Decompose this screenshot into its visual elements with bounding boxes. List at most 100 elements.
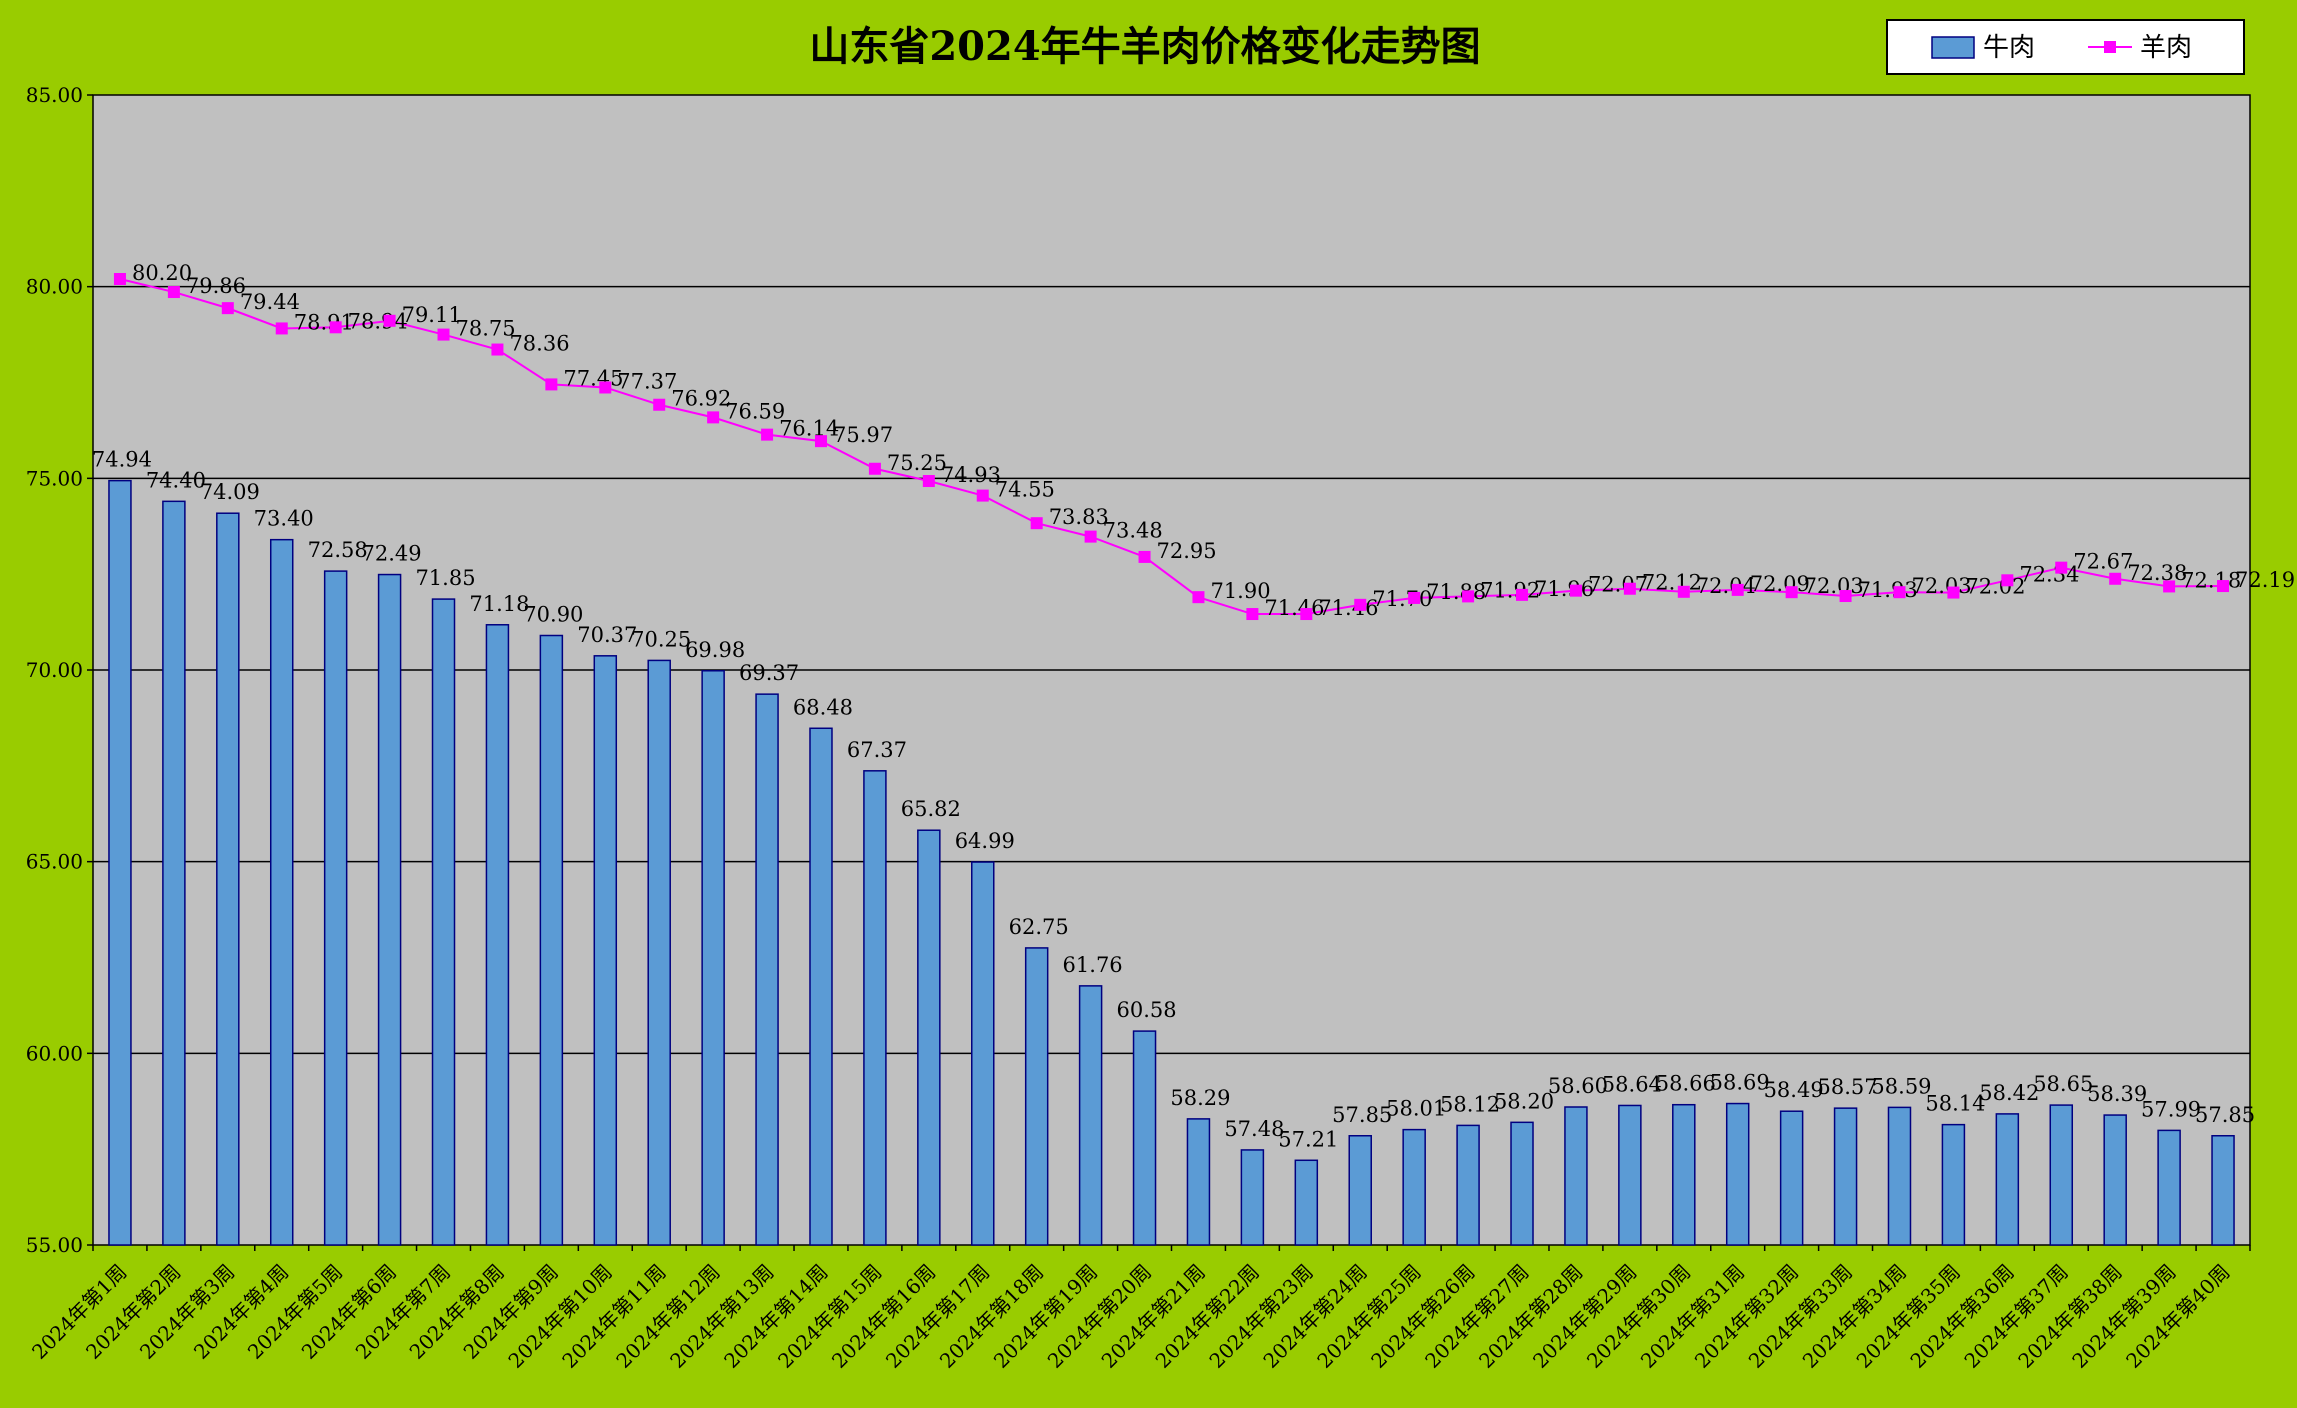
lamb-data-label: 72.02 xyxy=(1965,575,2025,599)
lamb-data-label: 75.97 xyxy=(833,423,893,447)
legend-label-lamb: 羊肉 xyxy=(2140,33,2192,63)
lamb-point xyxy=(868,462,881,475)
bar-data-label: 58.66 xyxy=(1656,1072,1716,1096)
lamb-data-label: 72.38 xyxy=(2127,561,2187,585)
bar xyxy=(108,479,132,1246)
bar-data-label: 72.58 xyxy=(308,538,368,562)
lamb-point xyxy=(2217,580,2230,593)
lamb-data-label: 80.20 xyxy=(132,261,192,285)
bar xyxy=(2049,1104,2074,1246)
bar xyxy=(1024,947,1049,1246)
lamb-point xyxy=(1030,517,1043,530)
lamb-point xyxy=(707,411,720,424)
bar xyxy=(377,573,402,1246)
y-tick-label: 80.00 xyxy=(26,275,83,299)
lamb-data-label: 72.09 xyxy=(1750,572,1810,596)
bar xyxy=(647,659,671,1246)
bar xyxy=(1725,1102,1750,1246)
lamb-data-label: 79.44 xyxy=(240,290,300,314)
bar xyxy=(431,598,456,1246)
lamb-data-label: 71.70 xyxy=(1372,587,1432,611)
bar xyxy=(269,538,294,1246)
chart-title: 山东省2024年牛羊肉价格变化走势图 xyxy=(809,23,1480,70)
lamb-data-label: 75.25 xyxy=(887,451,947,475)
lamb-point xyxy=(1192,591,1205,604)
lamb-point xyxy=(2001,574,2014,587)
bar-data-label: 64.99 xyxy=(955,829,1015,853)
bar xyxy=(323,570,348,1246)
bar xyxy=(809,727,833,1246)
bar xyxy=(1294,1159,1319,1246)
bar xyxy=(971,861,995,1246)
y-tick-label: 75.00 xyxy=(26,466,83,490)
lamb-data-label: 72.04 xyxy=(1696,574,1756,598)
lamb-point xyxy=(1677,585,1690,598)
bar-data-label: 69.98 xyxy=(685,638,745,662)
bar-data-label: 72.49 xyxy=(362,542,422,566)
lamb-point xyxy=(599,381,612,394)
lamb-data-label: 72.95 xyxy=(1157,539,1217,563)
bar xyxy=(2211,1135,2235,1246)
bar xyxy=(539,634,564,1246)
bar xyxy=(1995,1113,2020,1246)
lamb-data-label: 73.83 xyxy=(1049,505,1109,529)
bar xyxy=(917,829,941,1246)
lamb-data-label: 71.46 xyxy=(1264,596,1324,620)
lamb-point xyxy=(1785,586,1798,599)
bar-data-label: 71.18 xyxy=(469,592,529,616)
bar-data-label: 74.94 xyxy=(92,448,152,472)
legend: 牛肉 羊肉 xyxy=(1886,19,2245,75)
bar-data-label: 58.69 xyxy=(1710,1071,1770,1095)
bar xyxy=(1564,1106,1588,1246)
lamb-line-series: 80.2079.8679.4478.9178.9479.1178.7578.36… xyxy=(113,261,2295,621)
bar xyxy=(1887,1106,1912,1246)
lamb-data-label: 71.46 xyxy=(1318,596,1378,620)
bar-data-label: 57.85 xyxy=(2195,1103,2255,1127)
lamb-data-label: 71.90 xyxy=(1210,579,1270,603)
bar-data-label: 74.09 xyxy=(200,480,260,504)
bar xyxy=(1510,1121,1534,1246)
bar xyxy=(701,670,725,1246)
lamb-data-label: 78.91 xyxy=(294,310,354,334)
bar-data-label: 58.39 xyxy=(2087,1082,2147,1106)
lamb-data-label: 71.93 xyxy=(1858,578,1918,602)
lamb-point xyxy=(2163,580,2176,593)
legend-swatch-beef xyxy=(1931,36,1975,59)
bar-data-label: 58.12 xyxy=(1440,1092,1500,1116)
lamb-point xyxy=(1462,590,1475,603)
bar xyxy=(1672,1103,1696,1246)
bar-data-label: 58.65 xyxy=(2033,1072,2093,1096)
bar-data-label: 58.14 xyxy=(1925,1092,1985,1116)
bar-data-label: 58.01 xyxy=(1386,1097,1446,1121)
lamb-point xyxy=(113,273,126,285)
bar xyxy=(1456,1124,1480,1246)
bar xyxy=(1779,1110,1804,1246)
bar-data-label: 71.85 xyxy=(415,566,475,590)
bar xyxy=(1078,985,1103,1246)
bar-data-label: 60.58 xyxy=(1116,998,1176,1022)
lamb-point xyxy=(221,302,234,315)
lamb-point xyxy=(1408,591,1421,604)
lamb-point xyxy=(814,435,827,448)
bar xyxy=(216,512,240,1246)
lamb-point xyxy=(1354,598,1367,611)
legend-marker-lamb xyxy=(2104,41,2116,53)
lamb-data-label: 78.75 xyxy=(456,317,516,341)
lamb-point xyxy=(922,475,935,488)
bar-data-label: 69.37 xyxy=(739,661,799,685)
bar xyxy=(1941,1123,1966,1246)
legend-label-beef: 牛肉 xyxy=(1983,33,2035,63)
bar-data-label: 68.48 xyxy=(793,695,853,719)
bar-data-label: 67.37 xyxy=(847,738,907,762)
lamb-point xyxy=(1246,608,1259,621)
lamb-data-label: 76.92 xyxy=(671,387,731,411)
bar-data-label: 57.21 xyxy=(1278,1127,1338,1151)
bar-data-label: 58.42 xyxy=(1979,1081,2039,1105)
y-tick-label: 55.00 xyxy=(26,1233,83,1257)
lamb-point xyxy=(383,314,396,327)
bar-data-label: 58.20 xyxy=(1494,1089,1554,1113)
bar-data-label: 61.76 xyxy=(1063,953,1123,977)
lamb-data-label: 76.59 xyxy=(725,399,785,423)
lamb-data-label: 71.88 xyxy=(1426,580,1486,604)
